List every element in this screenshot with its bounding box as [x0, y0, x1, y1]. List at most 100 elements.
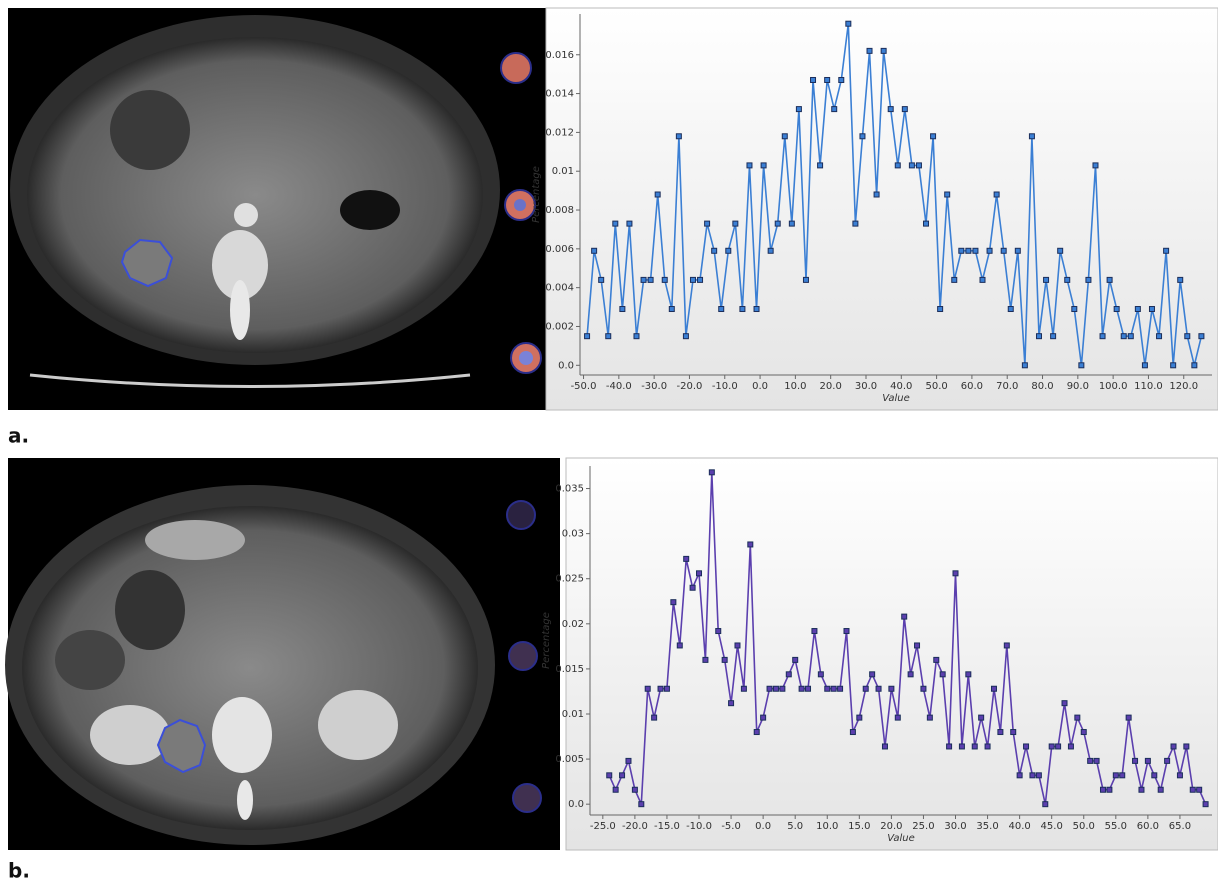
- data-point: [775, 221, 780, 226]
- data-point: [959, 248, 964, 253]
- y-tick-label: 0.005: [555, 754, 584, 765]
- data-point: [722, 657, 727, 662]
- data-point: [626, 758, 631, 763]
- data-point: [1190, 787, 1195, 792]
- data-point: [793, 657, 798, 662]
- data-point: [613, 221, 618, 226]
- data-point: [838, 686, 843, 691]
- figure: a. b. 0.00.0020.0040.0060.0080.010.0120.…: [0, 0, 1218, 884]
- data-point: [979, 715, 984, 720]
- x-tick-label: -40.0: [606, 381, 632, 392]
- data-point: [985, 744, 990, 749]
- data-point: [726, 248, 731, 253]
- data-point: [924, 221, 929, 226]
- data-point: [938, 307, 943, 312]
- x-tick-label: 60.0: [961, 381, 983, 392]
- data-point: [1171, 363, 1176, 368]
- ct-image: [5, 458, 560, 850]
- data-point: [857, 715, 862, 720]
- data-point: [1049, 744, 1054, 749]
- data-point: [729, 701, 734, 706]
- data-point: [895, 715, 900, 720]
- y-axis-title: Percentage: [531, 166, 542, 223]
- y-tick-label: 0.01: [552, 166, 574, 177]
- data-point: [1086, 277, 1091, 282]
- data-point: [782, 134, 787, 139]
- x-tick-label: -20.0: [677, 381, 703, 392]
- data-point: [754, 307, 759, 312]
- data-point: [889, 686, 894, 691]
- data-point: [1135, 307, 1140, 312]
- data-point: [780, 686, 785, 691]
- data-point: [697, 571, 702, 576]
- data-point: [1036, 334, 1041, 339]
- data-point: [627, 221, 632, 226]
- data-point: [1184, 744, 1189, 749]
- data-point: [761, 715, 766, 720]
- data-point: [1030, 773, 1035, 778]
- data-point: [1120, 773, 1125, 778]
- data-point: [773, 686, 778, 691]
- data-point: [818, 672, 823, 677]
- data-point: [863, 686, 868, 691]
- panel-label: a.: [8, 424, 29, 448]
- x-tick-label: 100.0: [1099, 381, 1128, 392]
- data-point: [767, 686, 772, 691]
- x-tick-label: 20.0: [820, 381, 842, 392]
- x-tick-label: -20.0: [622, 821, 648, 832]
- data-point: [1145, 758, 1150, 763]
- data-point: [1177, 773, 1182, 778]
- data-point: [698, 277, 703, 282]
- data-point: [1164, 248, 1169, 253]
- data-point: [676, 134, 681, 139]
- x-tick-label: 20.0: [880, 821, 902, 832]
- data-point: [768, 248, 773, 253]
- data-point: [648, 277, 653, 282]
- data-point: [789, 221, 794, 226]
- data-point: [1056, 744, 1061, 749]
- data-point: [1178, 277, 1183, 282]
- data-point: [972, 744, 977, 749]
- data-point: [733, 221, 738, 226]
- data-point: [1017, 773, 1022, 778]
- x-tick-label: 50.0: [925, 381, 947, 392]
- data-point: [599, 277, 604, 282]
- data-point: [645, 686, 650, 691]
- data-point: [831, 686, 836, 691]
- data-point: [719, 307, 724, 312]
- x-tick-label: 80.0: [1031, 381, 1053, 392]
- data-point: [796, 107, 801, 112]
- x-axis-title: Value: [887, 833, 915, 844]
- y-tick-label: 0.004: [545, 283, 574, 294]
- data-point: [934, 657, 939, 662]
- data-point: [959, 744, 964, 749]
- x-tick-label: 30.0: [855, 381, 877, 392]
- data-point: [844, 629, 849, 634]
- data-point: [585, 334, 590, 339]
- data-point: [1199, 334, 1204, 339]
- chart-background: [566, 458, 1218, 850]
- data-point: [888, 107, 893, 112]
- data-point: [952, 277, 957, 282]
- data-point: [825, 686, 830, 691]
- data-point: [867, 48, 872, 53]
- x-axis-title: Value: [882, 393, 910, 404]
- data-point: [945, 192, 950, 197]
- data-point: [1114, 307, 1119, 312]
- y-axis-title: Percentage: [541, 612, 552, 669]
- data-point: [902, 614, 907, 619]
- data-point: [639, 802, 644, 807]
- data-point: [1072, 307, 1077, 312]
- data-point: [916, 163, 921, 168]
- data-point: [953, 571, 958, 576]
- data-point: [690, 277, 695, 282]
- data-point: [1075, 715, 1080, 720]
- x-tick-label: 5.0: [787, 821, 803, 832]
- data-point: [1024, 744, 1029, 749]
- data-point: [1197, 787, 1202, 792]
- data-point: [927, 715, 932, 720]
- data-point: [620, 773, 625, 778]
- data-point: [761, 163, 766, 168]
- data-point: [1203, 802, 1208, 807]
- data-point: [671, 600, 676, 605]
